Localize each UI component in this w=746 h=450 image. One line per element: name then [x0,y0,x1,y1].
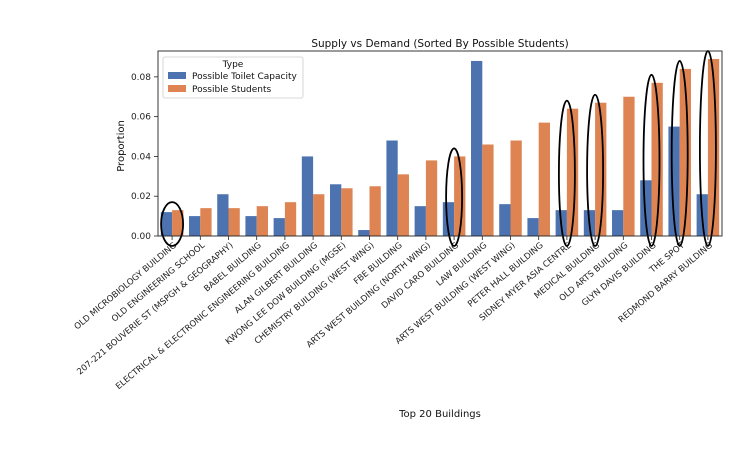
bar-students [397,174,409,236]
bar-toilet-capacity [189,216,201,236]
bar-toilet-capacity [217,194,229,236]
bar-toilet-capacity [442,202,455,236]
bar-toilet-capacity [386,140,398,236]
bar-students [200,208,212,236]
bar-toilet-capacity [499,204,511,236]
bar-students [482,144,494,236]
y-tick-label: 0.02 [131,192,151,202]
bar-students [256,206,268,236]
legend-swatch-toilet-capacity [168,72,186,79]
highlight-ellipse [586,93,604,247]
bar-toilet-capacity [273,218,285,236]
highlight-ellipse [445,147,464,247]
bar-toilet-capacity [612,210,624,236]
legend: Type Possible Toilet Capacity Possible S… [162,56,304,99]
legend-box [162,56,304,99]
bar-students [228,208,240,236]
legend-label-students: Possible Students [192,85,272,95]
bar-students [595,102,607,236]
bar-toilet-capacity [330,184,342,236]
bar-toilet-capacity [358,230,370,236]
highlight-ellipse [558,99,576,247]
bar-students [510,140,522,236]
y-tick-label: 0.06 [131,113,151,123]
x-tick-label: OLD MICROBIOLOGY BUILDING [73,241,179,333]
bar-students [538,122,550,236]
bar-students [369,186,381,236]
legend-title: Type [222,60,244,70]
y-tick-label: 0.04 [131,152,151,162]
y-tick-label: 0.00 [131,232,151,242]
bar-toilet-capacity [527,218,539,236]
y-axis-label: Proportion [116,120,127,172]
x-axis-label: Top 20 Buildings [398,409,481,420]
bar-toilet-capacity [471,60,483,237]
bar-students [284,202,297,236]
bar-students [679,68,691,236]
bar-students [707,58,720,237]
bar-toilet-capacity [640,180,652,236]
bar-toilet-capacity [414,206,426,236]
bar-students [172,210,184,236]
bar-students [313,194,325,236]
bar-students [566,108,579,236]
bar-toilet-capacity [245,216,257,236]
bar-students [454,156,466,236]
y-tick-label: 0.08 [131,73,151,83]
bar-toilet-capacity [668,126,680,236]
highlight-ellipse [642,73,661,247]
chart-title: Supply vs Demand (Sorted By Possible Stu… [311,38,568,50]
bar-toilet-capacity [160,212,173,236]
bar-students [341,188,353,236]
highlight-ellipse [670,60,689,247]
plot-area: 0.00 0.02 0.04 0.06 0.08 OLD MICROBIOLOGY BUI… [73,50,723,392]
bar-students [623,96,635,236]
legend-label-toilet-capacity: Possible Toilet Capacity [192,72,298,82]
bar-students [425,160,438,236]
legend-swatch-students [168,85,186,92]
bar-toilet-capacity [301,156,314,236]
plot-frame [157,50,723,237]
bar-students [651,82,663,236]
highlight-ellipse [160,201,185,247]
